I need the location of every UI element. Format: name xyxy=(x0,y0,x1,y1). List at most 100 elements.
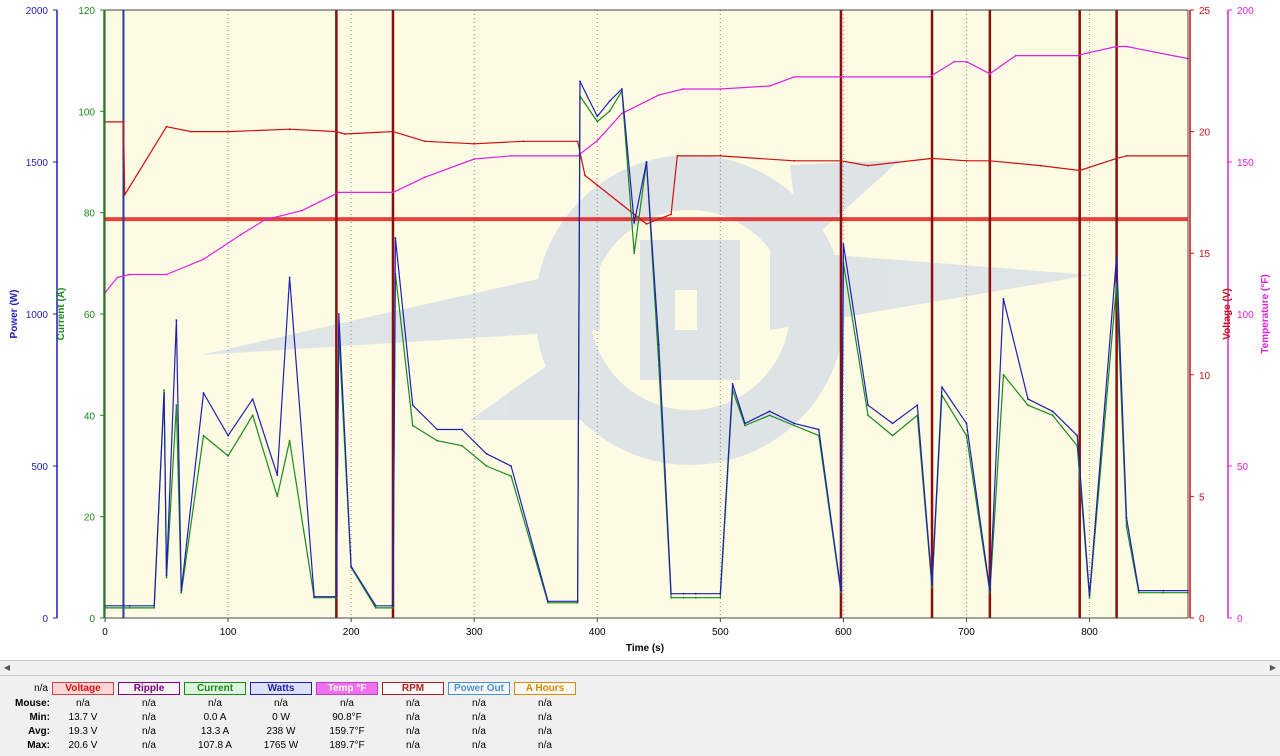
data-point xyxy=(682,592,685,595)
x-tick-label: 100 xyxy=(220,627,237,638)
stats-header-voltage[interactable]: Voltage xyxy=(52,682,114,695)
data-point xyxy=(928,76,931,78)
data-point xyxy=(891,434,894,437)
data-point xyxy=(621,112,623,115)
stats-cell: n/a xyxy=(538,712,552,723)
data-point xyxy=(1014,54,1017,57)
data-point xyxy=(288,439,291,442)
data-point xyxy=(731,383,734,385)
data-point xyxy=(1027,404,1029,407)
stats-cell: n/a xyxy=(538,726,552,737)
data-point xyxy=(344,133,346,135)
data-point xyxy=(202,434,205,437)
x-tick-label: 0 xyxy=(102,627,108,638)
data-point xyxy=(840,159,842,162)
data-point xyxy=(965,60,968,63)
data-point xyxy=(175,404,178,407)
scroll-right-arrow-icon[interactable]: ▶ xyxy=(1269,663,1277,672)
stats-cell: n/a xyxy=(472,712,486,723)
stats-header-power-out[interactable]: Power Out xyxy=(448,682,510,695)
data-point xyxy=(1088,51,1091,54)
stats-header-rpm[interactable]: RPM xyxy=(382,682,444,695)
data-point xyxy=(1027,398,1029,400)
stats-header-current[interactable]: Current xyxy=(184,682,246,695)
stats-row-label: Avg: xyxy=(28,726,50,737)
data-point xyxy=(584,174,586,177)
data-point xyxy=(180,591,183,594)
data-point xyxy=(337,191,340,194)
data-point xyxy=(485,465,488,467)
data-point xyxy=(645,223,648,225)
voltage-tick-label: 5 xyxy=(1199,492,1205,503)
data-point xyxy=(1051,414,1054,417)
data-point xyxy=(867,414,869,417)
data-point xyxy=(867,164,869,167)
data-point xyxy=(1125,516,1128,519)
stats-header-a-hours[interactable]: A Hours xyxy=(514,682,576,695)
data-point xyxy=(122,121,125,123)
data-point xyxy=(411,404,414,407)
stats-cell: n/a xyxy=(142,698,156,709)
stats-cell: 107.8 A xyxy=(198,740,232,751)
data-point xyxy=(744,424,746,427)
data-point xyxy=(633,252,636,255)
stats-cell: 90.8°F xyxy=(332,712,362,723)
stats-cell: 13.7 V xyxy=(68,712,98,723)
data-point xyxy=(392,191,394,194)
voltage-tick-label: 25 xyxy=(1199,6,1211,17)
stats-cell: 19.3 V xyxy=(68,726,98,737)
data-point xyxy=(374,607,377,609)
x-axis-label: Time (s) xyxy=(626,643,664,654)
data-point xyxy=(989,72,991,75)
data-point xyxy=(719,596,722,599)
current-tick-label: 20 xyxy=(84,513,96,524)
data-point xyxy=(1115,157,1118,160)
data-point xyxy=(522,140,525,143)
data-point xyxy=(264,218,266,221)
data-point xyxy=(768,85,771,87)
stats-header-watts[interactable]: Watts xyxy=(250,682,312,695)
data-point xyxy=(1115,255,1118,258)
x-tick-label: 700 xyxy=(958,627,975,638)
x-tick-label: 300 xyxy=(466,627,483,638)
data-point xyxy=(1137,589,1140,592)
stats-header-ripple[interactable]: Ripple xyxy=(118,682,180,695)
power-tick-label: 1500 xyxy=(26,158,49,169)
stats-header-temp-f[interactable]: Temp °F xyxy=(316,682,378,695)
data-point xyxy=(301,209,303,212)
data-point xyxy=(793,422,796,425)
stats-cell: n/a xyxy=(538,698,552,709)
data-point xyxy=(633,221,636,224)
stats-cell: n/a xyxy=(406,726,420,737)
data-point xyxy=(116,276,119,279)
data-point xyxy=(596,184,599,187)
data-point xyxy=(128,273,131,276)
data-point xyxy=(128,607,131,609)
data-point xyxy=(424,176,426,179)
data-point xyxy=(1051,410,1054,413)
data-point xyxy=(1162,591,1165,594)
data-point xyxy=(576,601,579,604)
data-point xyxy=(163,392,166,394)
data-point xyxy=(842,76,845,78)
data-point xyxy=(953,60,956,63)
stats-row-label: Mouse: xyxy=(15,698,50,709)
data-point xyxy=(867,404,869,407)
data-point xyxy=(596,115,599,118)
data-point xyxy=(190,130,193,133)
scroll-left-arrow-icon[interactable]: ◀ xyxy=(3,663,11,672)
data-point xyxy=(335,595,338,598)
data-point xyxy=(547,601,549,604)
data-point xyxy=(473,158,476,160)
data-point xyxy=(1039,164,1042,167)
data-point xyxy=(394,237,397,239)
data-point xyxy=(842,243,845,246)
series-temp-f xyxy=(104,45,1189,294)
stats-cell: n/a xyxy=(142,740,156,751)
temperature-tick-label: 150 xyxy=(1237,158,1254,169)
data-point xyxy=(657,94,660,96)
horizontal-scrollbar[interactable]: ◀ ▶ xyxy=(0,660,1280,676)
power-axis-label: Power (W) xyxy=(9,290,20,339)
data-point xyxy=(175,319,178,321)
